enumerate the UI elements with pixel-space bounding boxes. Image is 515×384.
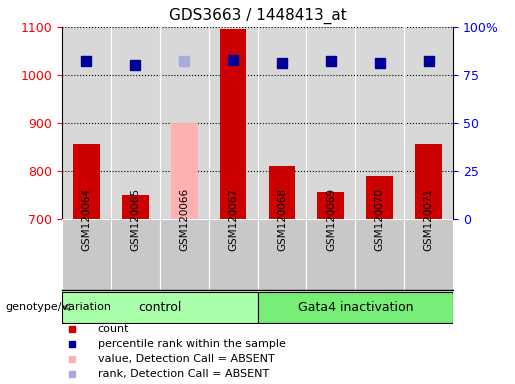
Bar — [258, 219, 306, 290]
Bar — [160, 219, 209, 290]
Text: count: count — [98, 324, 129, 334]
Bar — [317, 192, 345, 219]
Text: control: control — [138, 301, 181, 314]
Text: GSM120071: GSM120071 — [424, 188, 434, 251]
Text: GSM120064: GSM120064 — [81, 188, 91, 251]
Bar — [73, 144, 100, 219]
Bar — [122, 195, 149, 219]
Text: GSM120067: GSM120067 — [228, 188, 238, 251]
Bar — [111, 219, 160, 290]
Text: percentile rank within the sample: percentile rank within the sample — [98, 339, 286, 349]
Text: value, Detection Call = ABSENT: value, Detection Call = ABSENT — [98, 354, 274, 364]
Text: GSM120069: GSM120069 — [326, 188, 336, 251]
Text: GSM120068: GSM120068 — [277, 188, 287, 251]
Text: GSM120066: GSM120066 — [179, 188, 189, 251]
Bar — [366, 176, 393, 219]
Text: genotype/variation: genotype/variation — [5, 302, 111, 312]
Bar — [209, 219, 258, 290]
Bar — [62, 219, 111, 290]
Bar — [415, 144, 442, 219]
Text: GSM120070: GSM120070 — [375, 188, 385, 251]
Text: Gata4 inactivation: Gata4 inactivation — [298, 301, 413, 314]
Bar — [258, 292, 453, 323]
Text: rank, Detection Call = ABSENT: rank, Detection Call = ABSENT — [98, 369, 269, 379]
Bar — [268, 166, 296, 219]
Bar — [170, 123, 198, 219]
Text: GSM120065: GSM120065 — [130, 188, 140, 251]
Bar — [219, 29, 247, 219]
Bar — [404, 219, 453, 290]
Bar — [355, 219, 404, 290]
Title: GDS3663 / 1448413_at: GDS3663 / 1448413_at — [168, 8, 347, 24]
Bar — [306, 219, 355, 290]
Bar — [62, 292, 258, 323]
